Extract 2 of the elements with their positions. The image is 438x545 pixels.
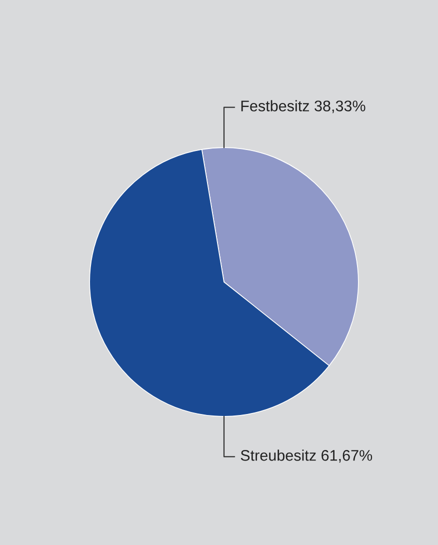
slice-label: Streubesitz 61,67% — [240, 450, 372, 463]
slice-label: Festbesitz 38,33% — [241, 100, 366, 114]
